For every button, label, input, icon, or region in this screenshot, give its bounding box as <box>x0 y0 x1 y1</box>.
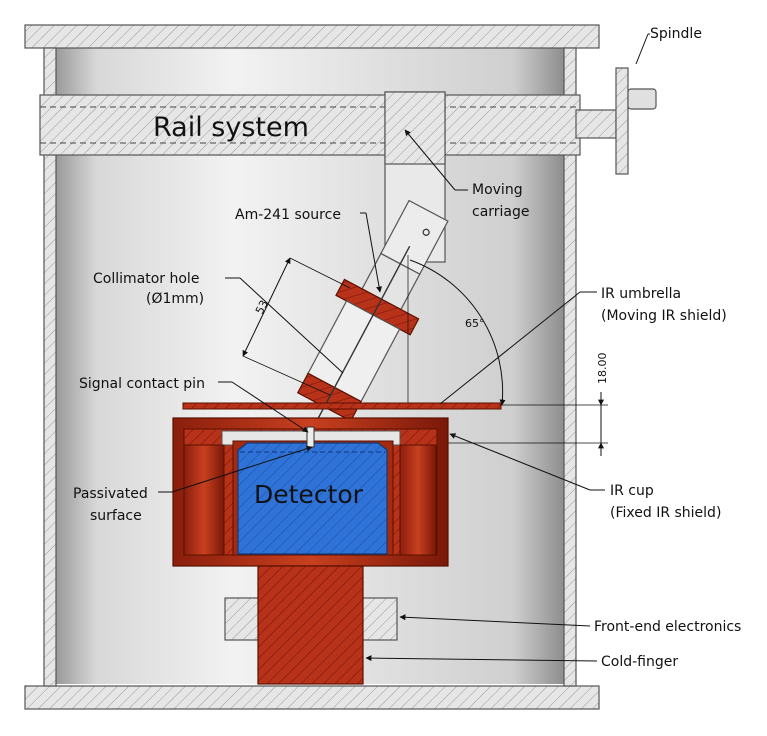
left-wall <box>43 47 57 687</box>
detector <box>237 442 388 555</box>
ir-cup-label-1: IR cup <box>610 483 654 499</box>
dimension-53: 53 <box>253 298 271 316</box>
top-plate <box>24 24 600 49</box>
ir-umbrella <box>182 402 502 410</box>
moving-carriage-label-1: Moving <box>472 182 523 198</box>
detector-label: Detector <box>254 480 364 509</box>
moving-carriage-label-2: carriage <box>472 204 530 220</box>
passivated-label-1: Passivated <box>73 486 148 502</box>
spindle-shaft <box>575 109 617 139</box>
dimension-18: 18.00 <box>596 353 609 385</box>
am-source-label: Am-241 source <box>235 207 341 223</box>
passivated-label-2: surface <box>90 508 142 524</box>
spindle-knob <box>627 88 657 110</box>
cold-finger-label: Cold-finger <box>601 654 678 670</box>
signal-pin-label: Signal contact pin <box>79 376 205 392</box>
ir-cup-label-2: (Fixed IR shield) <box>610 505 721 521</box>
rail-system-label: Rail system <box>153 112 309 143</box>
collimator-label-1: Collimator hole <box>93 271 199 287</box>
ir-umbrella-label-1: IR umbrella <box>601 286 681 302</box>
cold-finger <box>257 565 364 685</box>
bottom-plate <box>24 685 600 710</box>
spindle-label: Spindle <box>650 26 702 42</box>
ir-umbrella-label-2: (Moving IR shield) <box>601 308 727 324</box>
angle-65: 65° <box>465 317 485 330</box>
spindle-flange <box>615 67 629 175</box>
signal-contact-pin <box>306 426 315 448</box>
rail-system <box>39 94 581 156</box>
collimator-label-2: (Ø1mm) <box>146 291 204 307</box>
front-end-label: Front-end electronics <box>594 619 741 635</box>
right-wall <box>563 47 577 687</box>
